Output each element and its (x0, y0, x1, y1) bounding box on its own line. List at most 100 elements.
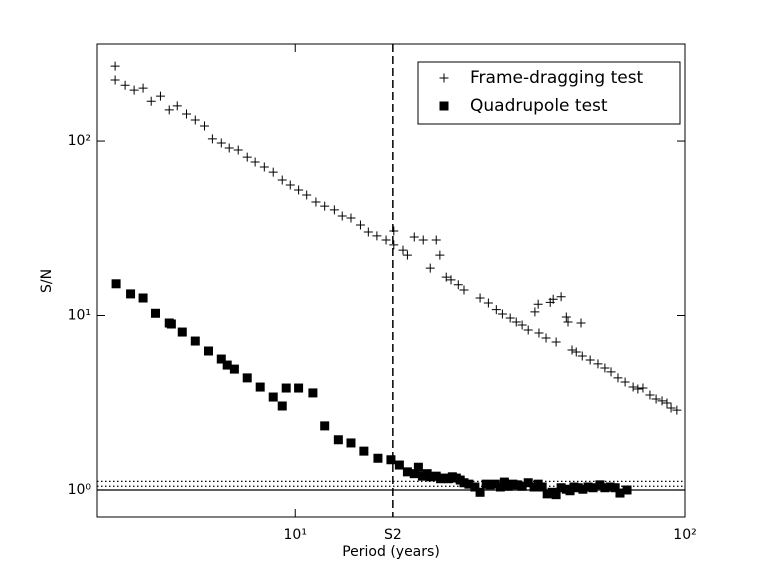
point (577, 351, 587, 361)
point (441, 272, 451, 282)
point (255, 382, 265, 392)
point (389, 226, 399, 236)
point (320, 201, 330, 211)
point (320, 421, 330, 431)
point (285, 180, 295, 190)
point (224, 143, 234, 153)
point (203, 346, 213, 356)
point (628, 382, 638, 392)
point (277, 175, 287, 185)
x-tick-label: 10¹ (284, 527, 307, 543)
point (177, 327, 187, 337)
point (593, 359, 603, 369)
point (534, 328, 544, 338)
point (583, 482, 593, 492)
point (242, 152, 252, 162)
point (551, 337, 561, 347)
point (190, 115, 200, 125)
point (633, 384, 643, 394)
point (363, 227, 373, 237)
point (138, 293, 148, 303)
point (600, 363, 610, 373)
point (666, 403, 676, 413)
point (576, 318, 586, 328)
point (413, 462, 423, 472)
point (359, 446, 369, 456)
point (409, 469, 419, 479)
point (483, 298, 493, 308)
point (517, 481, 527, 491)
point (615, 488, 625, 498)
point (638, 383, 648, 393)
point (250, 157, 260, 167)
point (110, 75, 120, 85)
point (571, 347, 581, 357)
point (164, 105, 174, 115)
point (355, 220, 365, 230)
point (418, 235, 428, 245)
point (402, 250, 412, 260)
point (294, 185, 304, 195)
point (409, 232, 419, 242)
plot-frame (96, 43, 686, 518)
point (512, 480, 522, 490)
point (207, 134, 217, 144)
point (605, 482, 615, 492)
point (533, 299, 543, 309)
point (329, 205, 339, 215)
point (505, 313, 515, 323)
point (439, 73, 449, 83)
point (511, 317, 521, 327)
point (426, 472, 436, 482)
point (259, 162, 269, 172)
point (495, 482, 505, 492)
y-tick-label: 10² (68, 133, 91, 149)
point (503, 481, 513, 491)
point (126, 289, 136, 299)
point (389, 240, 399, 250)
point (242, 373, 252, 383)
point (556, 292, 566, 302)
point (268, 167, 278, 177)
point (567, 345, 577, 355)
point (651, 394, 661, 404)
point (337, 211, 347, 221)
point (497, 309, 507, 319)
point (277, 401, 287, 411)
point (490, 479, 500, 489)
point (425, 263, 435, 273)
point (146, 96, 156, 106)
y-tick-label: 10⁰ (68, 482, 92, 498)
legend-box (417, 61, 681, 125)
point (475, 293, 485, 303)
reference-label: S2 (384, 527, 402, 543)
point (268, 392, 278, 402)
point (470, 482, 480, 492)
point (622, 485, 632, 495)
point (517, 320, 527, 330)
point (672, 405, 682, 415)
legend-label: Frame-dragging test (470, 68, 644, 88)
point (138, 83, 148, 93)
point (381, 235, 391, 245)
x-axis-label: Period (years) (342, 544, 440, 560)
point (475, 487, 485, 497)
point (302, 190, 312, 200)
point (199, 121, 209, 131)
point (281, 383, 291, 393)
point (372, 231, 382, 241)
point (446, 275, 456, 285)
point (435, 250, 445, 260)
point (151, 308, 161, 318)
point (110, 61, 120, 71)
point (346, 213, 356, 223)
point (308, 388, 318, 398)
point (431, 235, 441, 245)
point (662, 398, 672, 408)
point (459, 285, 469, 295)
point (548, 294, 558, 304)
point (459, 478, 469, 488)
point (216, 138, 226, 148)
point (563, 317, 573, 327)
